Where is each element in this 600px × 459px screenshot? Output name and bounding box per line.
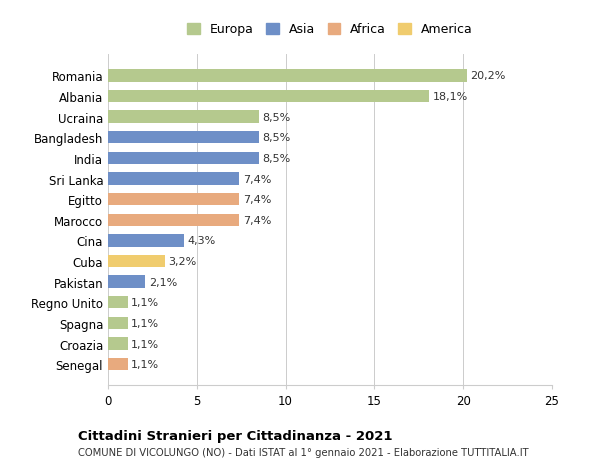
Bar [108, 173, 239, 185]
Text: 8,5%: 8,5% [263, 112, 291, 123]
Text: 8,5%: 8,5% [263, 154, 291, 163]
Bar [108, 132, 259, 144]
Bar [108, 91, 430, 103]
Text: 7,4%: 7,4% [243, 174, 271, 184]
Text: 1,1%: 1,1% [131, 297, 159, 308]
Text: Cittadini Stranieri per Cittadinanza - 2021: Cittadini Stranieri per Cittadinanza - 2… [78, 429, 392, 442]
Text: COMUNE DI VICOLUNGO (NO) - Dati ISTAT al 1° gennaio 2021 - Elaborazione TUTTITAL: COMUNE DI VICOLUNGO (NO) - Dati ISTAT al… [78, 448, 529, 458]
Bar [108, 358, 128, 370]
Text: 8,5%: 8,5% [263, 133, 291, 143]
Bar [108, 214, 239, 226]
Text: 4,3%: 4,3% [188, 236, 216, 246]
Text: 1,1%: 1,1% [131, 339, 159, 349]
Bar [108, 338, 128, 350]
Text: 1,1%: 1,1% [131, 318, 159, 328]
Bar [108, 194, 239, 206]
Legend: Europa, Asia, Africa, America: Europa, Asia, Africa, America [182, 18, 478, 41]
Text: 7,4%: 7,4% [243, 215, 271, 225]
Text: 7,4%: 7,4% [243, 195, 271, 205]
Text: 1,1%: 1,1% [131, 359, 159, 369]
Bar [108, 152, 259, 165]
Bar [108, 317, 128, 330]
Bar [108, 255, 165, 268]
Bar [108, 297, 128, 309]
Bar [108, 276, 145, 288]
Text: 3,2%: 3,2% [169, 257, 197, 267]
Text: 18,1%: 18,1% [433, 92, 468, 102]
Bar [108, 70, 467, 83]
Text: 2,1%: 2,1% [149, 277, 177, 287]
Bar [108, 235, 184, 247]
Text: 20,2%: 20,2% [470, 71, 506, 81]
Bar [108, 111, 259, 123]
